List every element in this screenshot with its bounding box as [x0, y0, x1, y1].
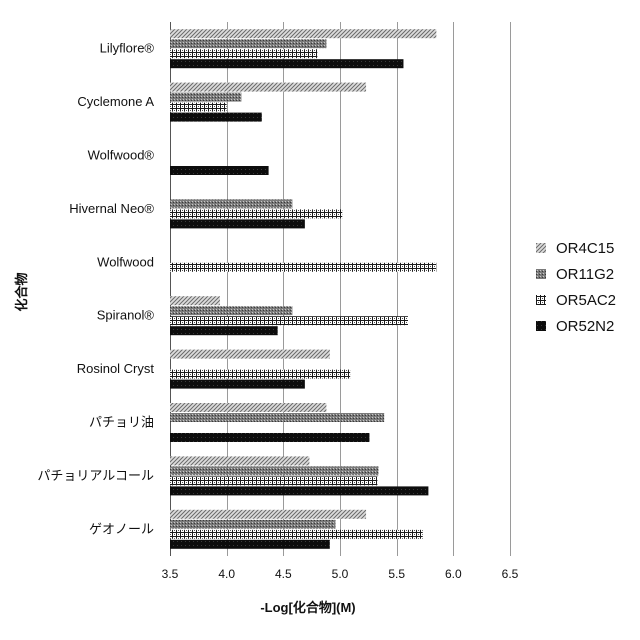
bar-or5ac2-0: [170, 49, 317, 58]
bar-or4c15-9: [170, 510, 366, 519]
x-tick-labels: 3.5 4.0 4.5 5.0 5.5 6.0 6.5: [162, 567, 519, 581]
category-label: Wolfwood®: [88, 148, 155, 163]
legend-swatch: [536, 243, 546, 253]
bar-or11g2-1: [170, 93, 241, 102]
bar-or5ac2-4: [170, 263, 436, 272]
bar-or11g2-0: [170, 39, 326, 48]
legend-swatch: [536, 321, 546, 331]
category-label: Lilyflore®: [100, 41, 155, 56]
bar-or4c15-8: [170, 456, 309, 465]
bar-or4c15-0: [170, 29, 436, 38]
bar-or5ac2-8: [170, 476, 377, 485]
bar-or52n2-5: [170, 326, 278, 335]
bar-or4c15-1: [170, 83, 366, 92]
bar-or4c15-5: [170, 296, 220, 305]
category-label: Wolfwood: [97, 254, 154, 269]
bars: [170, 29, 436, 549]
legend-label: OR4C15: [556, 240, 614, 257]
category-label: パチョリ油: [89, 415, 154, 430]
bar-or52n2-0: [170, 59, 403, 68]
x-tick-label: 6.5: [502, 567, 519, 581]
bar-or5ac2-9: [170, 530, 423, 539]
x-tick-label: 4.0: [218, 567, 235, 581]
bar-or5ac2-1: [170, 103, 227, 112]
bar-or4c15-7: [170, 403, 326, 412]
bar-or5ac2-6: [170, 370, 350, 379]
x-tick-label: 5.5: [388, 567, 405, 581]
bar-or52n2-2: [170, 166, 269, 175]
y-axis-title: 化合物: [14, 272, 29, 311]
category-label: Hivernal Neo®: [69, 201, 154, 216]
category-label: Cyclemone A: [77, 94, 154, 109]
legend: OR4C15 OR11G2 OR5AC2 OR52N2: [536, 240, 616, 335]
bar-or52n2-8: [170, 486, 428, 495]
bar-or52n2-3: [170, 219, 305, 228]
bar-or11g2-5: [170, 306, 292, 315]
bar-or5ac2-5: [170, 316, 408, 325]
bar-or11g2-7: [170, 413, 384, 422]
x-tick-label: 3.5: [162, 567, 179, 581]
legend-label: OR52N2: [556, 318, 614, 335]
x-axis-title: -Log[化合物](M): [260, 600, 355, 615]
bar-or52n2-6: [170, 380, 305, 389]
legend-label: OR11G2: [556, 266, 614, 283]
bar-or52n2-9: [170, 540, 330, 549]
x-tick-label: 5.0: [332, 567, 349, 581]
bar-or52n2-1: [170, 113, 262, 122]
category-label: ゲオノール: [89, 521, 154, 536]
bar-or52n2-7: [170, 433, 369, 442]
bar-or11g2-9: [170, 520, 335, 529]
legend-swatch: [536, 295, 546, 305]
category-label: Rosinol Cryst: [77, 361, 155, 376]
bar-or11g2-8: [170, 466, 379, 475]
legend-swatch: [536, 269, 546, 279]
category-labels: Lilyflore® Cyclemone A Wolfwood® Hivernal N…: [37, 41, 154, 537]
x-tick-label: 6.0: [445, 567, 462, 581]
bar-or11g2-3: [170, 199, 292, 208]
category-label: Spiranol®: [97, 308, 155, 323]
bar-or4c15-6: [170, 350, 330, 359]
gridlines: [171, 22, 511, 556]
bar-or5ac2-3: [170, 209, 342, 218]
category-label: パチョリアルコール: [37, 468, 154, 483]
legend-label: OR5AC2: [556, 292, 616, 309]
x-tick-label: 4.5: [275, 567, 292, 581]
